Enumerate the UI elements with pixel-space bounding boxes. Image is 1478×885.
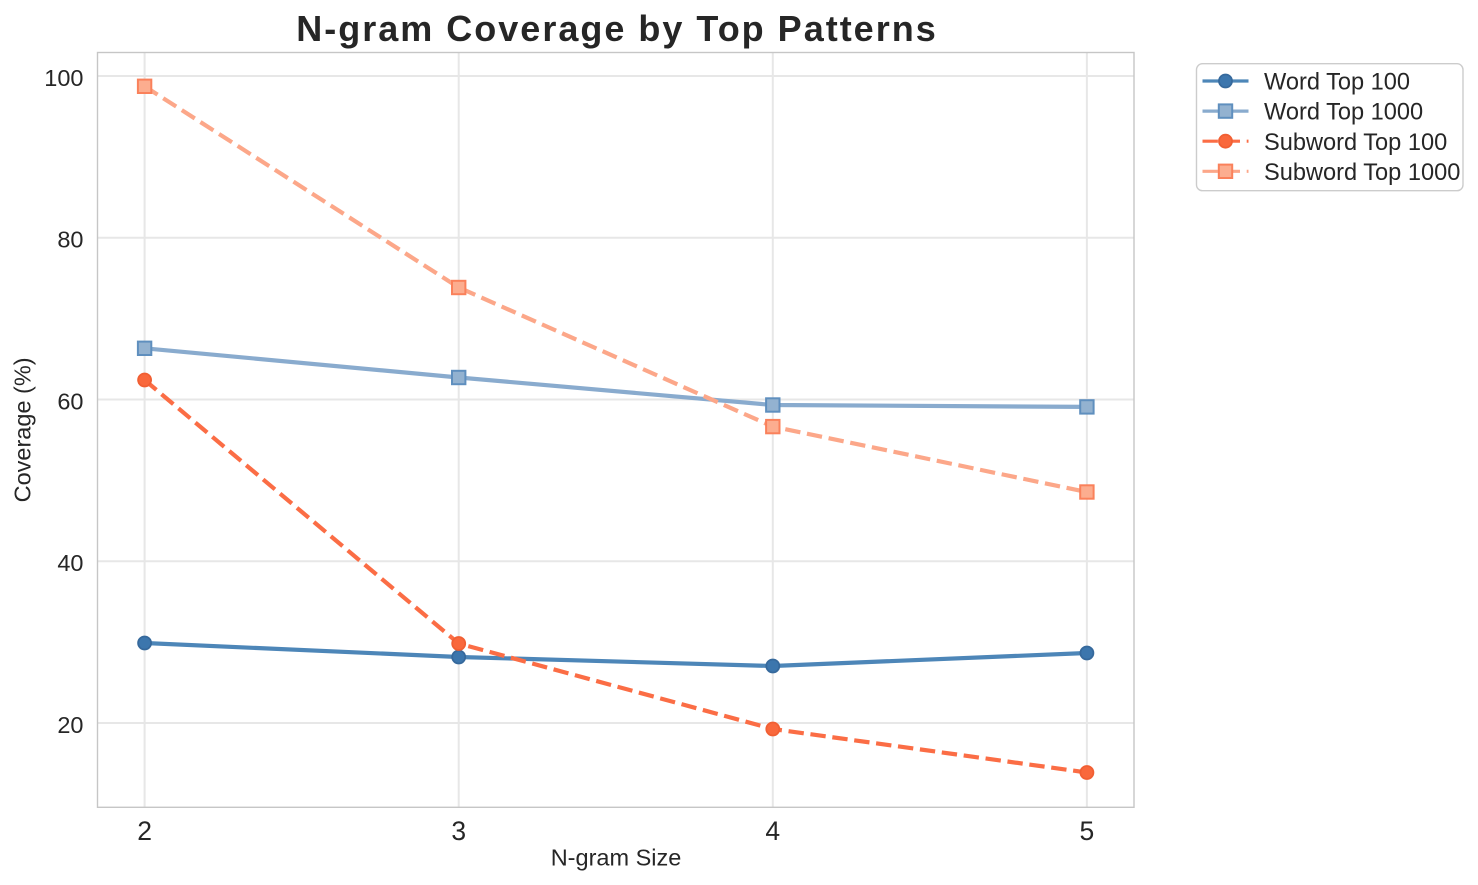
svg-text:20: 20	[57, 712, 83, 738]
svg-text:40: 40	[57, 550, 83, 576]
svg-text:Word Top 1000: Word Top 1000	[1264, 100, 1423, 126]
svg-text:5: 5	[1080, 816, 1095, 846]
svg-text:Word Top 100: Word Top 100	[1264, 70, 1410, 96]
svg-text:4: 4	[765, 816, 780, 846]
svg-text:N-gram Size: N-gram Size	[551, 845, 682, 871]
svg-text:100: 100	[44, 65, 83, 91]
svg-text:80: 80	[57, 227, 83, 253]
svg-text:2: 2	[137, 816, 152, 846]
svg-text:N-gram Coverage by Top Pattern: N-gram Coverage by Top Patterns	[296, 8, 937, 49]
svg-text:60: 60	[57, 388, 83, 414]
svg-text:Subword Top 1000: Subword Top 1000	[1264, 160, 1460, 186]
svg-text:Coverage (%): Coverage (%)	[10, 357, 36, 502]
svg-text:3: 3	[451, 816, 466, 846]
svg-text:Subword Top 100: Subword Top 100	[1264, 130, 1447, 156]
